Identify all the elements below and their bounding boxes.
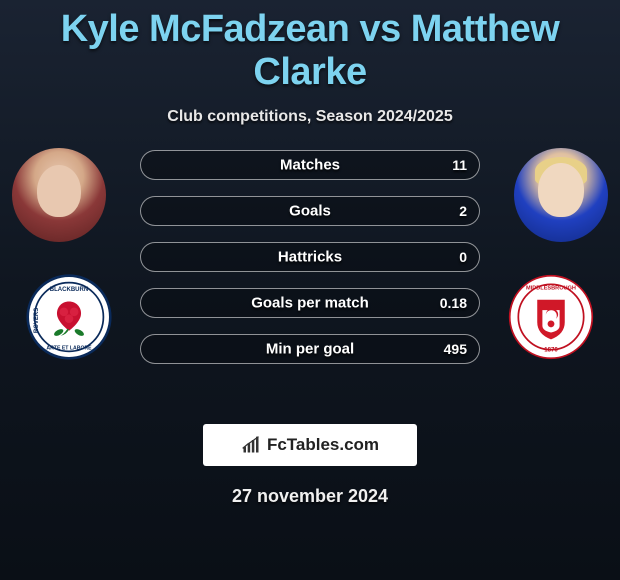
svg-text:MIDDLESBROUGH: MIDDLESBROUGH [526, 285, 576, 291]
stat-value-right: 11 [452, 157, 467, 173]
stat-value-right: 0.18 [440, 295, 467, 311]
stat-value-right: 495 [444, 341, 467, 357]
comparison-title: Kyle McFadzean vs Matthew Clarke [0, 0, 620, 94]
middlesbrough-badge-icon: MIDDLESBROUGH 1876 [508, 274, 594, 360]
stat-label: Goals [289, 203, 331, 220]
svg-text:ROVERS: ROVERS [34, 308, 40, 333]
player2-club-badge: MIDDLESBROUGH 1876 [508, 274, 594, 360]
svg-text:ARTE ET LABORE: ARTE ET LABORE [46, 346, 92, 352]
stat-row: Goals per match 0.18 [140, 288, 480, 318]
subtitle: Club competitions, Season 2024/2025 [0, 108, 620, 126]
comparison-content: BLACKBURN ARTE ET LABORE ROVERS MIDDLESB… [0, 154, 620, 414]
stat-row: Hattricks 0 [140, 242, 480, 272]
svg-text:BLACKBURN: BLACKBURN [50, 287, 88, 293]
stat-label: Goals per match [251, 295, 369, 312]
player1-name: Kyle McFadzean [61, 8, 350, 50]
stat-value-right: 0 [459, 249, 467, 265]
chart-icon [241, 435, 261, 455]
stat-label: Hattricks [278, 249, 342, 266]
watermark: FcTables.com [203, 424, 417, 466]
player2-avatar [514, 148, 608, 242]
blackburn-badge-icon: BLACKBURN ARTE ET LABORE ROVERS [26, 274, 112, 360]
date-text: 27 november 2024 [0, 486, 620, 507]
svg-text:1876: 1876 [544, 347, 558, 353]
stat-row: Min per goal 495 [140, 334, 480, 364]
stat-row: Matches 11 [140, 150, 480, 180]
stat-label: Min per goal [266, 341, 354, 358]
stat-row: Goals 2 [140, 196, 480, 226]
player1-avatar [12, 148, 106, 242]
vs-text: vs [359, 8, 400, 50]
watermark-text: FcTables.com [267, 435, 379, 455]
stat-value-right: 2 [459, 203, 467, 219]
player1-club-badge: BLACKBURN ARTE ET LABORE ROVERS [26, 274, 112, 360]
stat-label: Matches [280, 157, 340, 174]
stat-bars: Matches 11 Goals 2 Hattricks 0 Goals per match… [140, 150, 480, 380]
